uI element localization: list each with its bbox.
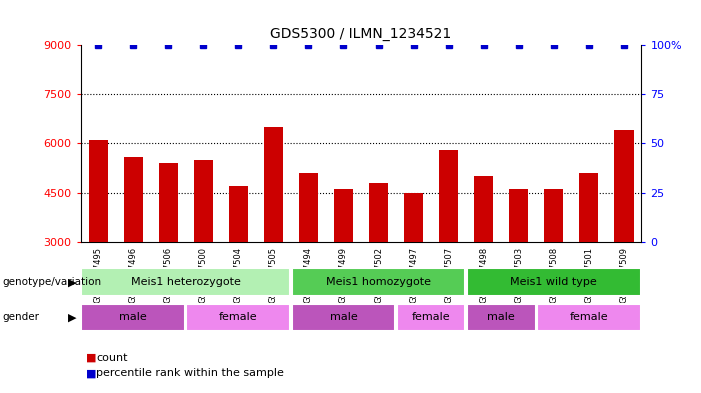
Bar [264, 127, 283, 340]
Bar [474, 176, 494, 340]
Bar [537, 304, 641, 331]
Bar [81, 304, 185, 331]
Title: GDS5300 / ILMN_1234521: GDS5300 / ILMN_1234521 [271, 28, 451, 41]
Text: female: female [219, 312, 258, 322]
Bar [509, 189, 529, 340]
Bar [397, 304, 465, 331]
Bar [292, 268, 465, 296]
Text: percentile rank within the sample: percentile rank within the sample [96, 368, 284, 378]
Bar [229, 186, 248, 340]
Text: Meis1 heterozygote: Meis1 heterozygote [131, 277, 240, 287]
Bar [88, 140, 108, 340]
Bar [193, 160, 213, 340]
Bar [81, 268, 290, 296]
Text: genotype/variation: genotype/variation [2, 277, 101, 287]
Bar [544, 189, 564, 340]
Text: ■: ■ [86, 368, 97, 378]
Bar [467, 268, 641, 296]
Text: Meis1 wild type: Meis1 wild type [510, 277, 597, 287]
Bar [579, 173, 599, 340]
Bar [158, 163, 178, 340]
Text: male: male [119, 312, 147, 322]
Bar [404, 193, 423, 340]
Text: female: female [411, 312, 451, 322]
Bar [299, 173, 318, 340]
Bar [123, 156, 143, 340]
Text: male: male [329, 312, 358, 322]
Text: Meis1 homozygote: Meis1 homozygote [326, 277, 431, 287]
Bar [614, 130, 634, 340]
Text: gender: gender [2, 312, 39, 322]
Bar [292, 304, 395, 331]
Text: ▶: ▶ [68, 312, 76, 322]
Bar [369, 183, 388, 340]
Bar [467, 304, 536, 331]
Text: male: male [487, 312, 515, 322]
Bar [439, 150, 458, 340]
Text: ▶: ▶ [68, 277, 76, 287]
Text: female: female [569, 312, 608, 322]
Text: ■: ■ [86, 353, 97, 363]
Bar [334, 189, 353, 340]
Text: count: count [96, 353, 128, 363]
Bar [186, 304, 290, 331]
